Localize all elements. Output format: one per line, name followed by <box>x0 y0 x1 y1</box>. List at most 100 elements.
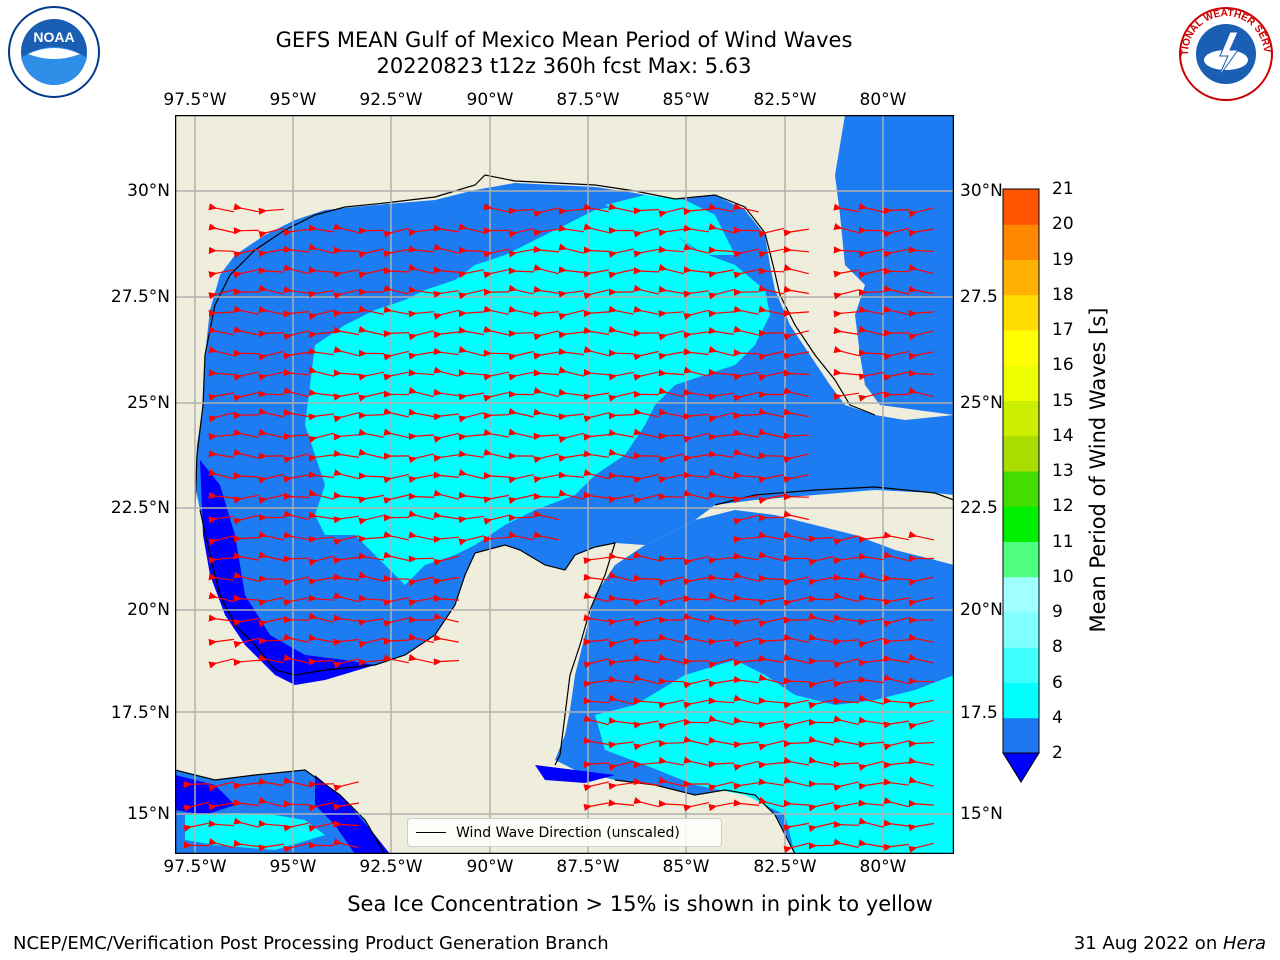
wind-wave-arrow <box>858 594 884 602</box>
wind-wave-arrow <box>833 289 859 300</box>
wind-wave-arrow <box>508 474 534 484</box>
wind-wave-arrow <box>658 330 684 341</box>
wind-wave-arrow <box>633 777 659 786</box>
wind-wave-arrow <box>233 371 259 381</box>
wind-wave-arrow <box>833 556 859 565</box>
wind-wave-arrow <box>283 228 309 237</box>
wind-wave-arrow <box>833 203 860 213</box>
wind-wave-arrow <box>733 268 759 279</box>
wind-wave-arrow <box>258 494 284 504</box>
wind-wave-arrow <box>233 203 259 213</box>
wind-wave-arrow <box>458 392 484 401</box>
wind-wave-arrow <box>658 228 684 237</box>
wind-wave-arrow <box>758 474 784 484</box>
colorbar-tick: 19 <box>1052 249 1074 270</box>
wind-wave-arrow <box>758 371 784 381</box>
lat-tick-left: 30°N <box>127 181 170 201</box>
wind-wave-arrow <box>883 674 909 685</box>
wind-wave-arrow <box>233 571 259 582</box>
wind-wave-arrow <box>233 594 260 602</box>
wind-wave-arrow <box>458 535 484 546</box>
colorbar-segment <box>1003 576 1039 613</box>
wind-wave-arrow <box>608 782 634 790</box>
wind-wave-arrow <box>233 658 260 667</box>
wind-wave-arrow <box>883 843 909 852</box>
colorbar-segment <box>1003 682 1039 719</box>
lat-tick-left: 17.5°N <box>110 703 170 723</box>
wind-wave-arrow <box>708 289 734 300</box>
wind-wave-arrow <box>808 699 834 709</box>
wind-wave-arrow <box>758 740 784 751</box>
wind-wave-arrow <box>858 552 884 561</box>
wind-wave-arrow <box>458 450 484 458</box>
wind-wave-arrow <box>233 782 259 790</box>
wind-wave-arrow <box>358 618 384 627</box>
wind-wave-arrow <box>383 305 409 315</box>
wind-wave-arrow <box>558 290 584 298</box>
wind-wave-arrow <box>633 740 659 751</box>
wind-wave-arrow <box>333 223 359 234</box>
wind-wave-arrow <box>783 740 810 748</box>
wind-wave-arrow <box>608 675 634 684</box>
wind-wave-arrow <box>583 433 610 441</box>
wind-wave-arrow <box>858 637 884 648</box>
wind-wave-arrow <box>883 778 909 786</box>
wind-wave-arrow <box>658 699 684 709</box>
wind-wave-arrow <box>633 494 659 505</box>
wind-wave-arrow <box>333 392 359 401</box>
atlantic-water <box>835 115 954 415</box>
wind-wave-arrow <box>833 679 859 688</box>
wind-wave-arrow <box>858 760 884 771</box>
wind-wave-arrow <box>408 228 434 237</box>
wind-wave-arrow <box>633 428 659 439</box>
wind-wave-arrow <box>233 817 259 828</box>
colorbar-tick: 12 <box>1052 496 1074 517</box>
wind-wave-arrow <box>858 248 884 258</box>
wind-wave-arrow <box>583 412 609 423</box>
wind-wave-arrow <box>358 269 384 279</box>
wind-wave-arrow <box>858 202 884 213</box>
colorbar-segment <box>1003 294 1039 331</box>
wind-wave-arrow <box>658 369 685 377</box>
wind-wave-arrow <box>858 839 884 848</box>
wind-wave-arrow <box>383 227 409 238</box>
wind-wave-arrow <box>508 407 534 418</box>
wind-wave-arrow <box>833 592 859 603</box>
wind-wave-arrow <box>908 842 934 853</box>
wind-wave-arrow <box>858 571 884 582</box>
wind-wave-arrow <box>333 820 360 828</box>
wind-wave-arrow <box>508 371 534 381</box>
wind-wave-arrow <box>283 576 309 587</box>
wind-wave-arrow <box>558 243 584 254</box>
wind-wave-arrow <box>608 412 635 420</box>
wind-wave-arrow <box>233 391 259 402</box>
wind-wave-arrow <box>708 658 734 669</box>
wind-wave-arrow <box>683 555 709 566</box>
wind-wave-arrow <box>458 269 484 279</box>
wind-wave-arrow <box>583 326 609 336</box>
wind-wave-arrow <box>883 284 909 295</box>
wind-wave-arrow <box>383 248 410 258</box>
wind-wave-arrow <box>233 535 260 543</box>
wind-wave-arrow <box>733 325 759 336</box>
wind-wave-arrow <box>258 797 284 808</box>
wind-wave-arrow <box>783 285 809 295</box>
wind-wave-arrow <box>333 592 359 603</box>
wind-wave-arrow <box>458 246 485 254</box>
wind-wave-arrow <box>658 597 684 607</box>
wind-wave-arrow <box>858 782 884 791</box>
wind-wave-arrow <box>733 637 759 648</box>
wind-wave-arrow <box>233 798 259 807</box>
wind-wave-arrow <box>833 269 859 278</box>
wind-wave-arrow <box>633 305 659 315</box>
wind-wave-arrow <box>733 248 759 258</box>
wind-wave-arrow <box>283 776 309 787</box>
wind-wave-arrow <box>283 408 309 418</box>
nws-logo: NATIONAL WEATHER SERVICE <box>1174 0 1274 102</box>
wind-wave-arrow <box>233 637 259 648</box>
colorbar-tick: 17 <box>1052 320 1074 340</box>
wind-wave-arrow <box>658 776 684 787</box>
wind-wave-arrow <box>808 802 834 812</box>
wind-wave-arrow <box>758 797 784 808</box>
wind-wave-arrow <box>908 228 934 237</box>
